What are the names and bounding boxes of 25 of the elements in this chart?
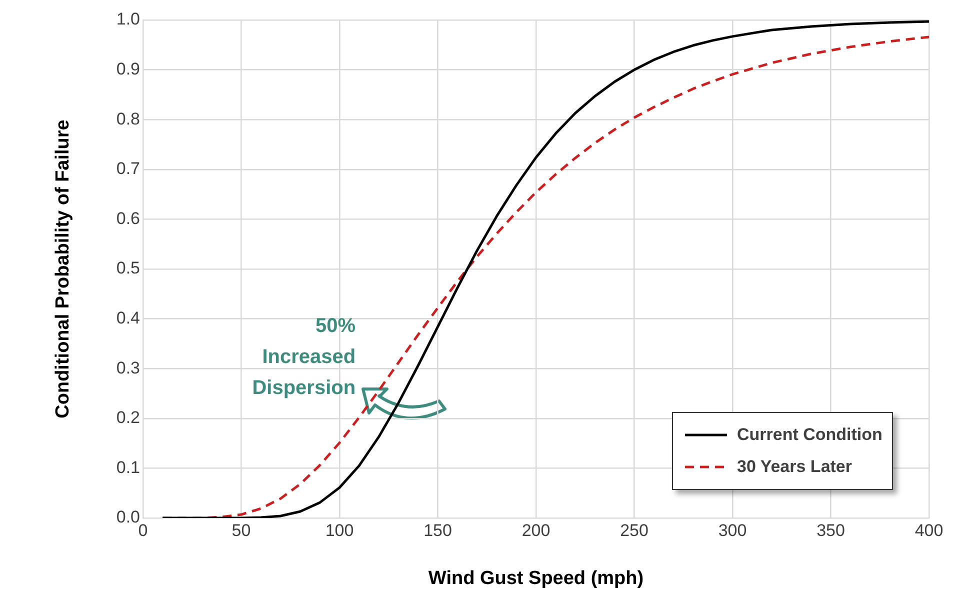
x-tick-label: 100 bbox=[325, 520, 354, 540]
x-tick-label: 150 bbox=[424, 520, 452, 540]
y-tick-label: 0.3 bbox=[116, 358, 140, 378]
x-tick-label: 350 bbox=[816, 520, 845, 540]
y-tick-label: 0.8 bbox=[116, 109, 140, 128]
annotation: 50% Increased Dispersion bbox=[252, 314, 356, 402]
x-tick-label: 0 bbox=[138, 520, 148, 540]
legend-label: 30 Years Later bbox=[737, 457, 852, 477]
y-tick-label: 0.0 bbox=[116, 508, 140, 527]
x-tick-label: 250 bbox=[620, 520, 648, 540]
x-tick-label: 300 bbox=[718, 520, 747, 540]
y-tick-label: 0.2 bbox=[116, 408, 140, 428]
x-tick-label: 50 bbox=[232, 520, 251, 540]
y-axis-title: Conditional Probability of Failure bbox=[52, 120, 74, 418]
x-axis-title: Wind Gust Speed (mph) bbox=[428, 568, 644, 589]
y-tick-label: 0.1 bbox=[116, 458, 140, 477]
legend-label: Current Condition bbox=[737, 425, 882, 445]
x-tick-label: 200 bbox=[522, 520, 550, 540]
x-tick-label: 400 bbox=[914, 520, 944, 540]
y-tick-label: 1.0 bbox=[116, 10, 140, 29]
y-tick-label: 0.4 bbox=[116, 308, 140, 328]
y-tick-label: 0.6 bbox=[116, 208, 140, 228]
y-tick-label: 0.9 bbox=[116, 59, 140, 78]
y-tick-label: 0.7 bbox=[116, 159, 140, 178]
y-tick-label: 0.5 bbox=[116, 258, 140, 278]
